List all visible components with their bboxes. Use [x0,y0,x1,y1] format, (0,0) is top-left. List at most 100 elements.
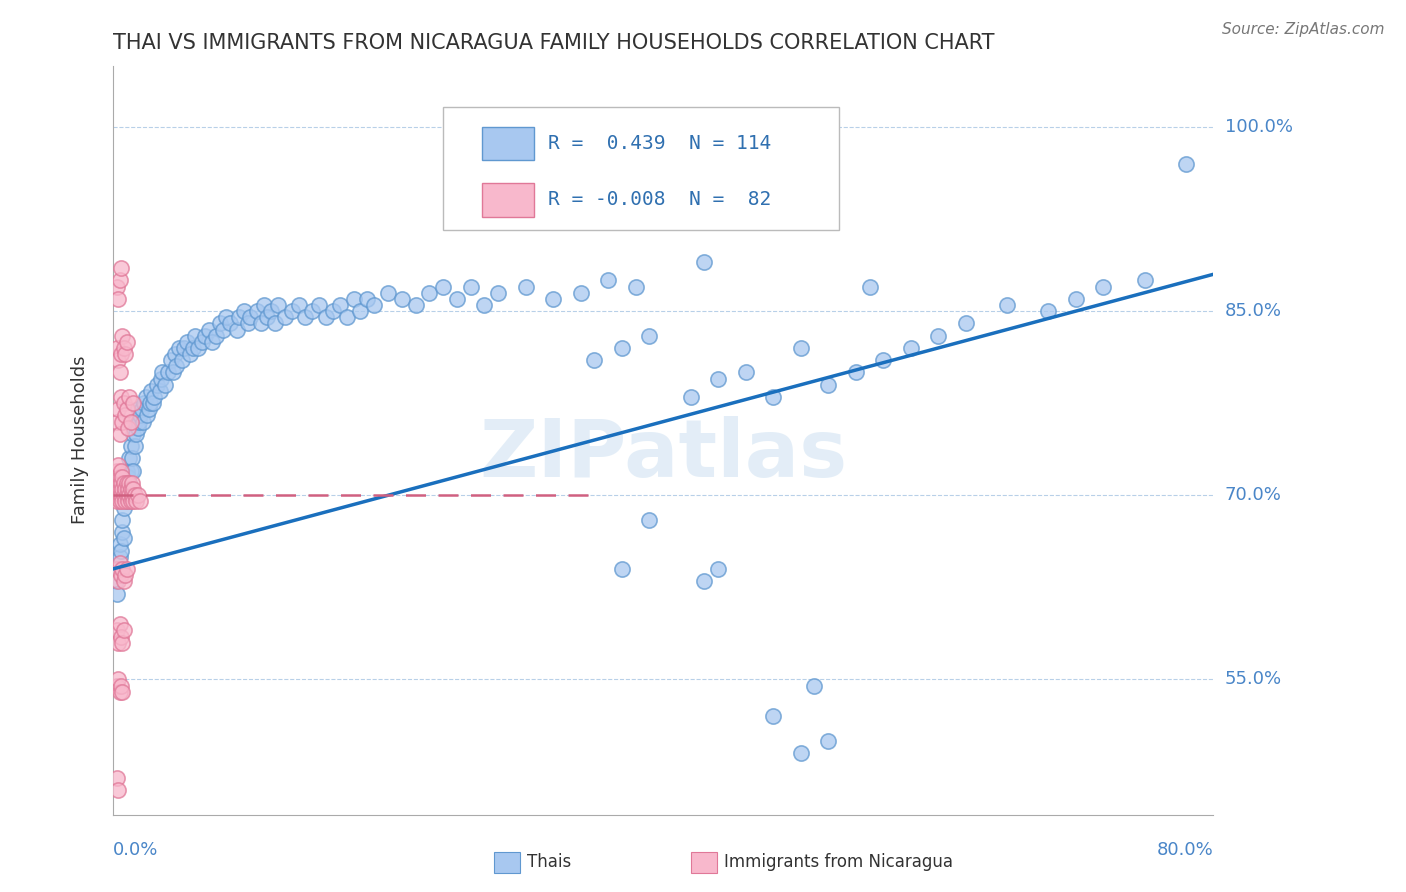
Point [121,488,143,502]
Point [638,328,661,343]
Point [112,475,135,490]
Point [260,304,283,318]
Point [108,494,131,508]
Point [105,279,128,293]
Point [115,562,138,576]
Point [1064,292,1087,306]
Point [228,310,250,325]
Point [212,322,235,336]
Point [117,421,139,435]
Point [112,488,135,502]
Point [112,396,135,410]
Point [515,279,537,293]
Point [104,488,127,502]
Point [112,624,135,638]
Point [117,482,139,496]
Point [114,347,136,361]
Point [149,384,172,398]
Text: 55.0%: 55.0% [1225,671,1282,689]
Point [105,586,128,600]
Point [107,574,129,589]
Point [111,525,134,540]
Point [118,451,141,466]
Point [118,475,141,490]
Point [127,488,149,502]
Point [762,390,785,404]
FancyBboxPatch shape [482,127,534,161]
Point [610,341,633,355]
Point [105,341,128,355]
Point [105,624,128,638]
Text: R =  0.439  N = 114: R = 0.439 N = 114 [547,134,770,153]
Point [583,353,606,368]
Point [405,298,427,312]
Point [845,366,868,380]
Point [176,334,198,349]
Point [803,679,825,693]
Point [108,273,131,287]
Point [117,482,139,496]
Point [107,475,129,490]
Text: 70.0%: 70.0% [1225,486,1281,504]
Point [162,366,184,380]
Point [118,475,141,490]
Point [165,359,187,374]
Point [108,549,131,564]
Point [191,334,214,349]
Point [107,673,129,687]
Point [486,285,509,300]
Point [156,366,179,380]
Point [872,353,894,368]
Point [124,415,146,429]
Y-axis label: Family Households: Family Households [72,356,89,524]
Point [108,426,131,441]
Point [107,783,129,797]
Point [122,426,145,441]
Point [707,562,730,576]
Point [267,298,290,312]
Point [105,494,128,508]
Point [122,482,145,496]
Point [121,451,143,466]
Point [128,415,150,429]
Text: Immigrants from Nicaragua: Immigrants from Nicaragua [724,853,953,871]
Point [105,679,128,693]
Point [114,475,136,490]
Point [264,317,287,331]
Point [274,310,297,325]
Point [153,377,176,392]
Point [163,347,186,361]
Point [114,494,136,508]
Point [817,734,839,748]
Point [114,568,136,582]
Point [236,317,259,331]
Point [790,746,813,760]
Point [1038,304,1060,318]
Point [246,304,269,318]
Point [294,310,316,325]
Point [111,470,134,484]
Point [107,458,129,472]
Point [762,709,785,723]
Point [132,415,155,429]
Point [120,415,142,429]
Point [336,310,359,325]
FancyBboxPatch shape [482,183,534,217]
Point [167,341,190,355]
Point [122,494,145,508]
Text: THAI VS IMMIGRANTS FROM NICARAGUA FAMILY HOUSEHOLDS CORRELATION CHART: THAI VS IMMIGRANTS FROM NICARAGUA FAMILY… [112,33,994,53]
Point [110,679,132,693]
Point [256,310,278,325]
Point [105,771,128,785]
Point [225,322,247,336]
Point [391,292,413,306]
Point [114,409,136,423]
Point [124,439,146,453]
Point [127,402,149,417]
Point [734,366,756,380]
Point [146,377,169,392]
Point [110,543,132,558]
Text: 85.0%: 85.0% [1225,302,1282,320]
Point [108,537,131,551]
Point [198,322,221,336]
